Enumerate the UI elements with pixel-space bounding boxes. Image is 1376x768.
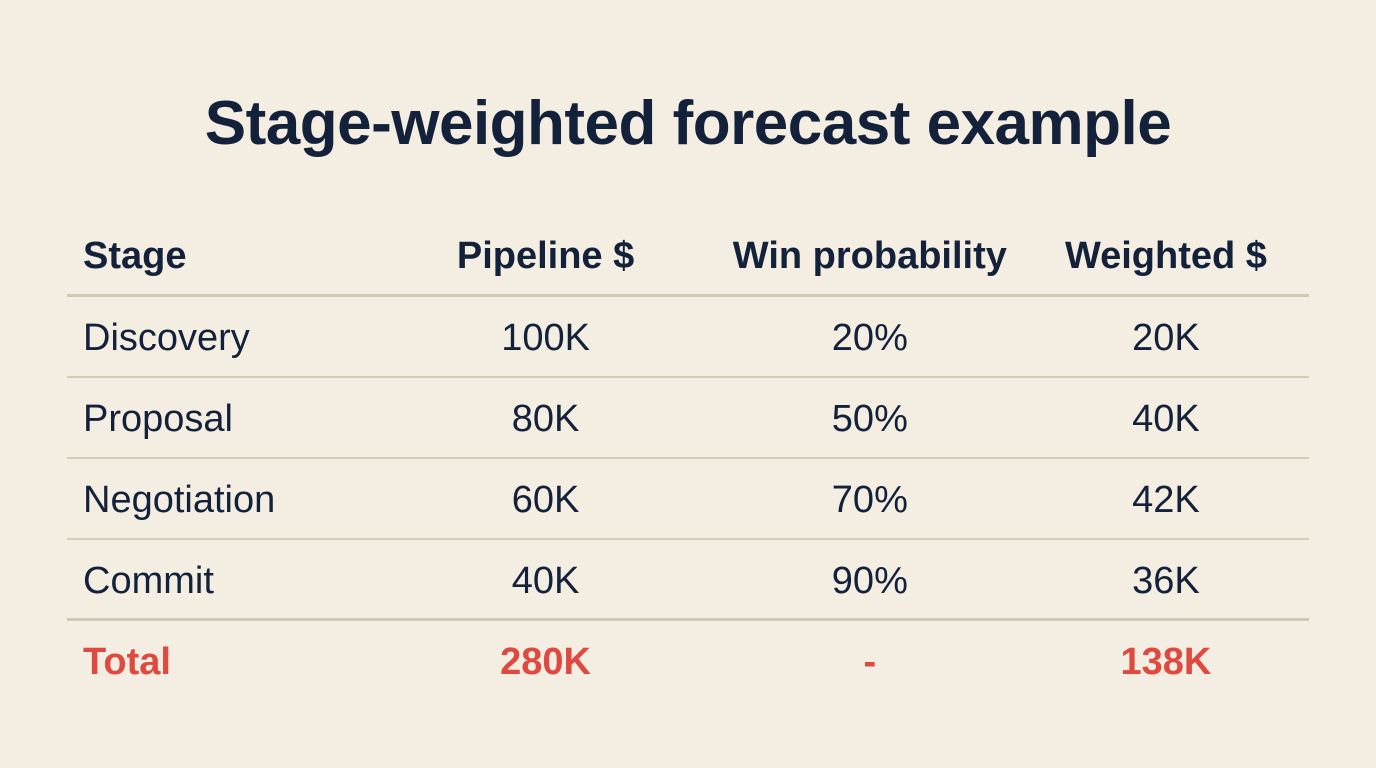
total-label: Total xyxy=(83,640,171,683)
weighted-cell: 20K xyxy=(1132,316,1200,359)
total-weighted: 138K xyxy=(1120,640,1212,683)
pipeline-cell: 60K xyxy=(511,478,580,521)
weighted-cell: 36K xyxy=(1132,559,1200,602)
stage-cell: Negotiation xyxy=(83,478,276,521)
header-weighted: Weighted $ xyxy=(1064,234,1267,277)
stage-cell: Discovery xyxy=(83,316,250,359)
win-probability-cell: 20% xyxy=(831,316,908,359)
pipeline-cell: 100K xyxy=(501,316,590,359)
row-divider xyxy=(67,538,1309,540)
table-row: Discovery 100K 20% 20K xyxy=(67,297,1309,378)
page-title: Stage-weighted forecast example xyxy=(204,89,1172,158)
table-header-row: Stage Pipeline $ Win probability Weighte… xyxy=(67,214,1309,297)
weighted-cell: 42K xyxy=(1132,478,1200,521)
forecast-table: Stage Pipeline $ Win probability Weighte… xyxy=(67,214,1309,702)
stage-cell: Commit xyxy=(83,559,214,602)
win-probability-cell: 90% xyxy=(831,559,908,602)
total-divider xyxy=(67,618,1309,621)
pipeline-cell: 40K xyxy=(511,559,580,602)
table-row: Proposal 80K 50% 40K xyxy=(67,378,1309,459)
header-divider xyxy=(67,294,1309,297)
header-stage: Stage xyxy=(83,234,187,277)
win-probability-cell: 70% xyxy=(831,478,908,521)
pipeline-cell: 80K xyxy=(511,397,580,440)
stage-cell: Proposal xyxy=(83,397,233,440)
weighted-cell: 40K xyxy=(1132,397,1200,440)
total-row: Total 280K - 138K xyxy=(67,621,1309,702)
win-probability-cell: 50% xyxy=(831,397,908,440)
header-win-probability: Win probability xyxy=(732,234,1007,277)
total-pipeline: 280K xyxy=(500,640,591,683)
row-divider xyxy=(67,457,1309,459)
total-win-probability: - xyxy=(863,640,877,683)
table-row: Negotiation 60K 70% 42K xyxy=(67,459,1309,540)
row-divider xyxy=(67,376,1309,378)
header-pipeline: Pipeline $ xyxy=(456,234,635,277)
table-row: Commit 40K 90% 36K xyxy=(67,540,1309,621)
